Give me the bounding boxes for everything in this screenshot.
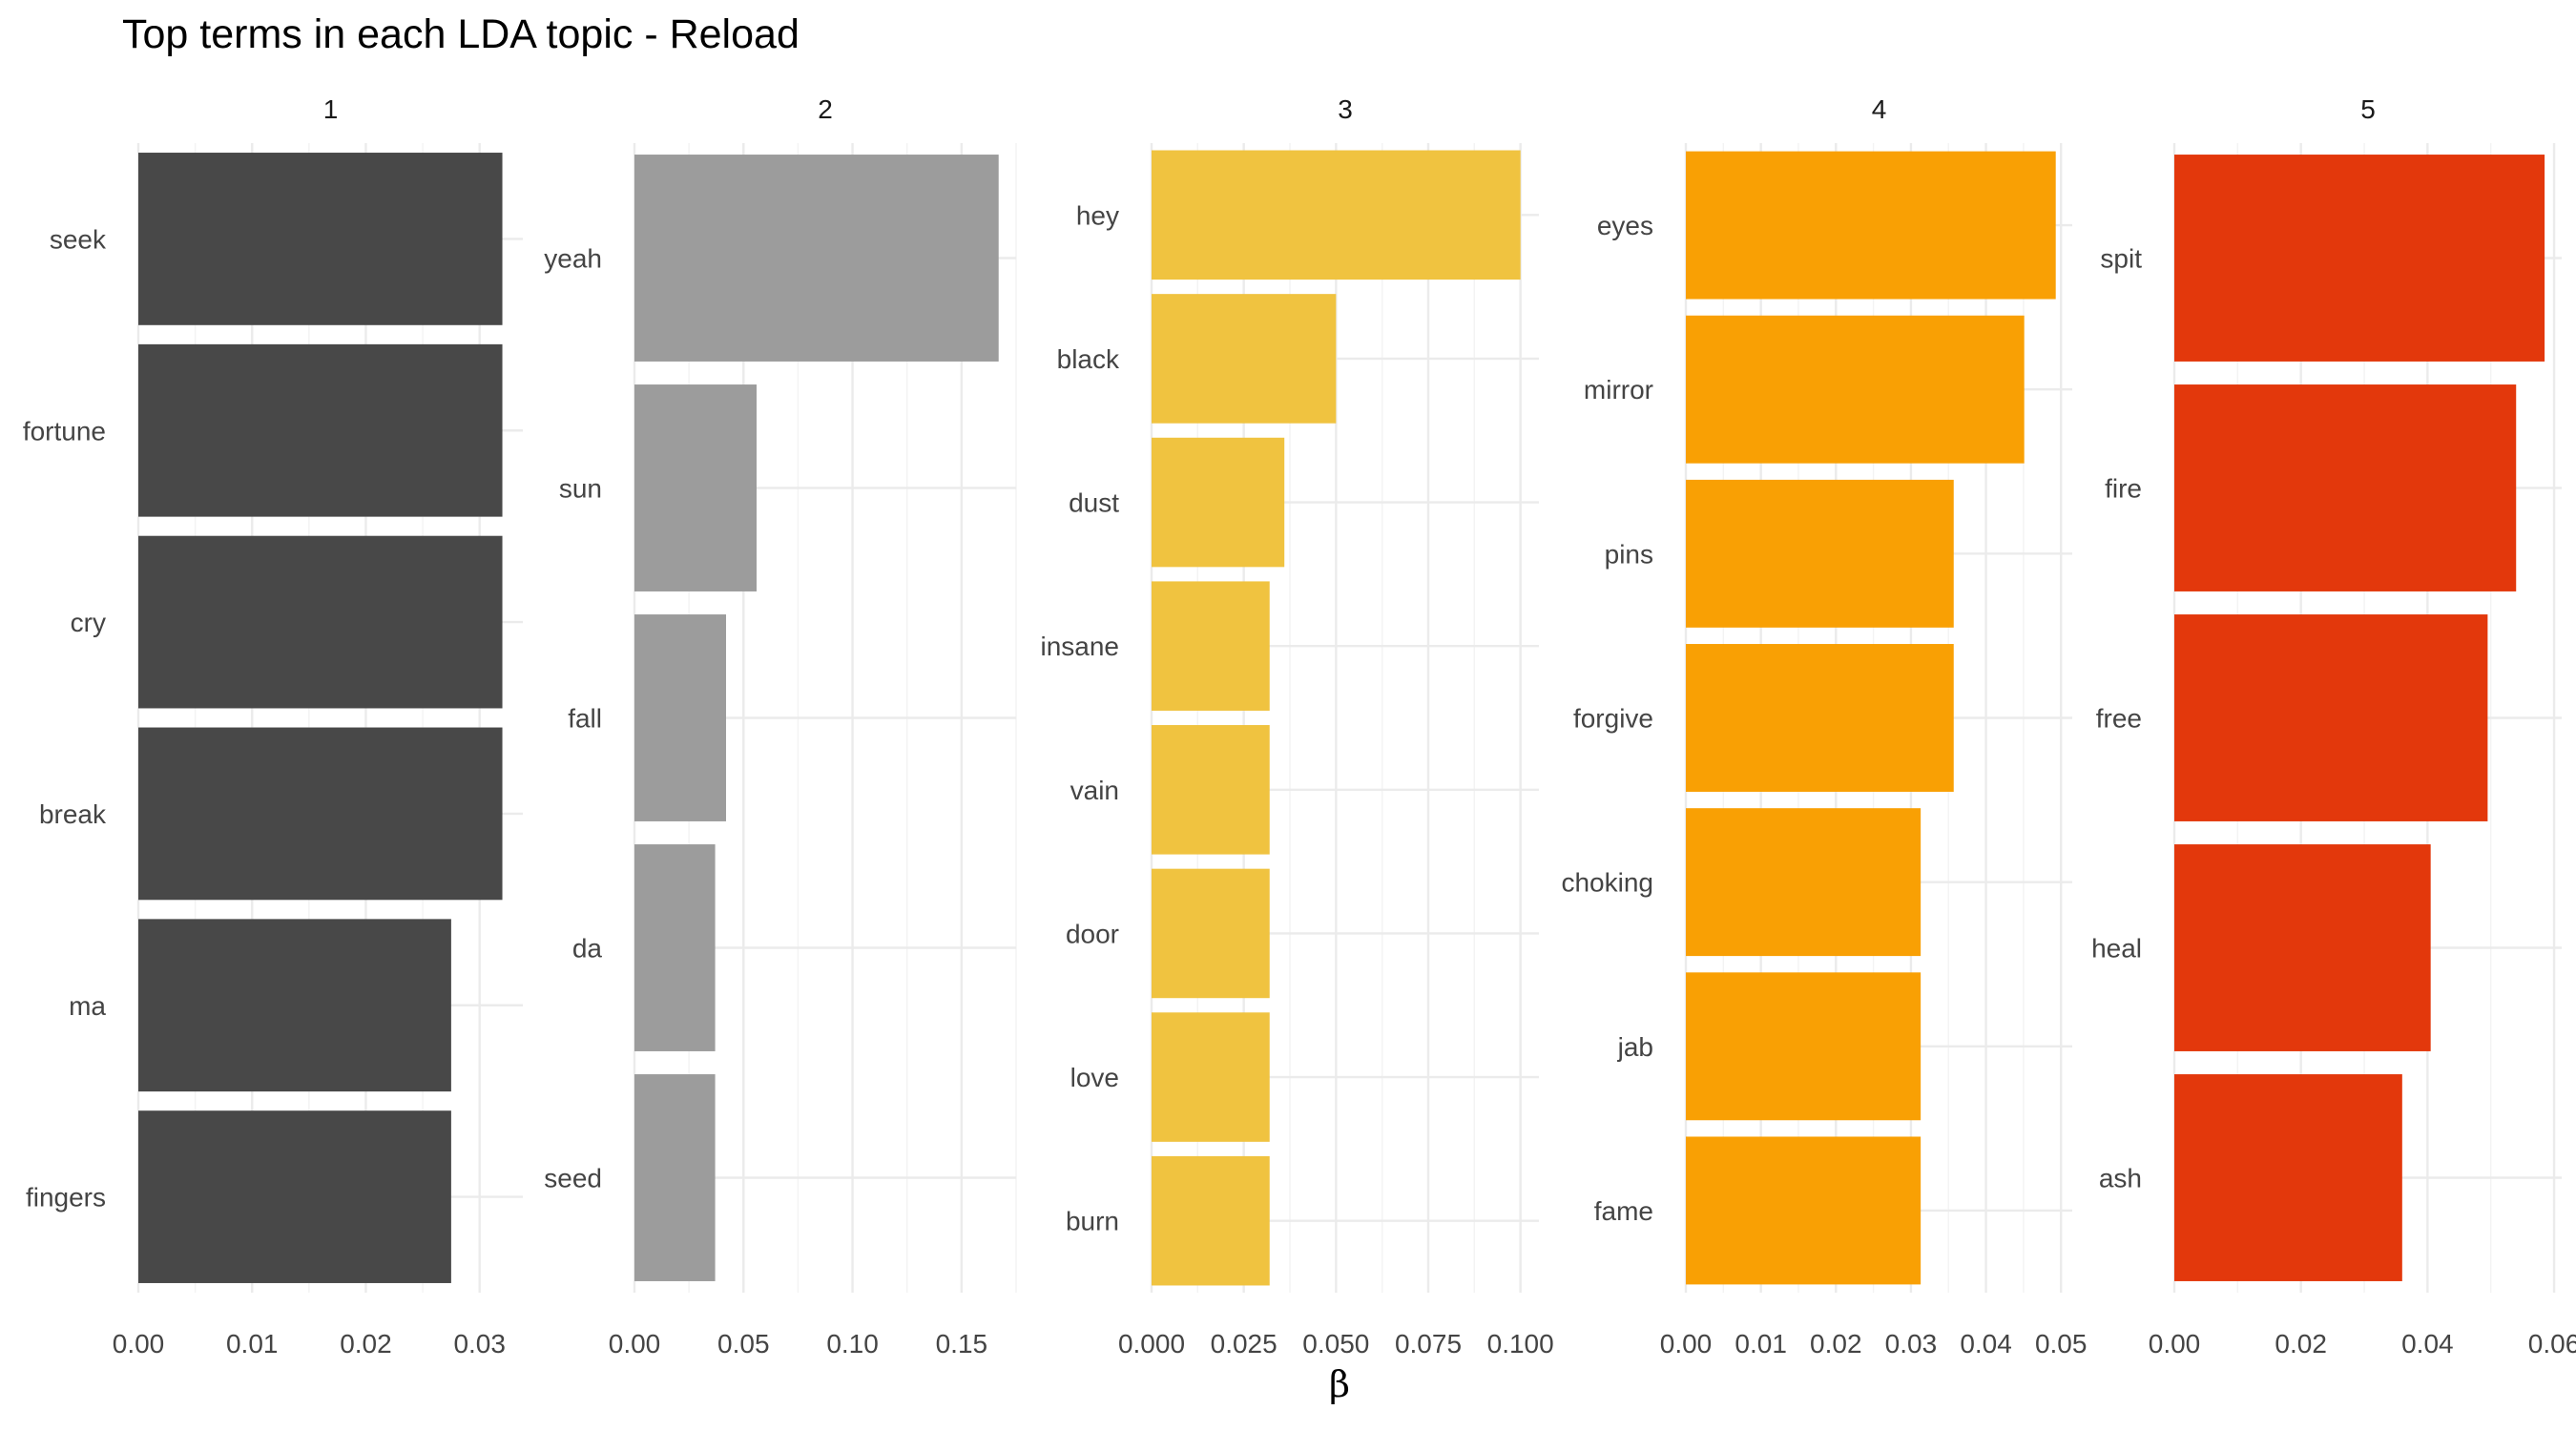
- bar-5-heal: [2174, 844, 2431, 1051]
- category-label: love: [1070, 1063, 1119, 1092]
- facet-panel-1: seek fortune cry break ma fingers 0.00 0.01 0.02…: [23, 94, 523, 1358]
- category-label: vain: [1070, 776, 1119, 805]
- category-label: free: [2096, 704, 2142, 734]
- x-tick-label: 0.025: [1211, 1329, 1278, 1358]
- category-label: ash: [2099, 1164, 2142, 1193]
- category-label: fall: [568, 704, 602, 734]
- bar-3-love: [1152, 1012, 1270, 1142]
- facet-panel-5: spit fire free heal ash 0.00 0.02 0.04 0.06 5: [2091, 94, 2576, 1358]
- category-label: mirror: [1584, 375, 1653, 404]
- bar-4-choking: [1686, 808, 1922, 957]
- x-tick-label: 0.02: [1810, 1329, 1862, 1358]
- bar-3-black: [1152, 294, 1337, 424]
- x-tick-label: 0.04: [1960, 1329, 2012, 1358]
- x-tick-label: 0.02: [2275, 1329, 2327, 1358]
- bar-5-fire: [2174, 384, 2517, 591]
- bar-4-eyes: [1686, 151, 2056, 300]
- facet-panel-2: yeah sun fall da seed 0.00 0.05 0.10 0.15 2: [544, 94, 1017, 1358]
- category-label: black: [1057, 344, 1120, 374]
- facet-strip-label: 4: [1872, 94, 1887, 124]
- category-label: fire: [2105, 474, 2142, 504]
- category-label: spit: [2100, 244, 2142, 274]
- x-tick-label: 0.100: [1487, 1329, 1554, 1358]
- x-tick-label: 0.01: [1735, 1329, 1787, 1358]
- bar-4-pins: [1686, 479, 1954, 628]
- x-tick-label: 0.03: [453, 1329, 506, 1358]
- category-label: pins: [1605, 539, 1653, 569]
- x-tick-label: 0.00: [2149, 1329, 2201, 1358]
- category-label: dust: [1069, 488, 1119, 518]
- category-label: cry: [71, 608, 106, 637]
- facet-strip-label: 1: [323, 94, 339, 124]
- bar-5-spit: [2174, 155, 2545, 362]
- bar-1-fingers: [138, 1110, 451, 1283]
- category-label: da: [572, 934, 603, 964]
- bar-1-break: [138, 727, 503, 901]
- bar-3-hey: [1152, 150, 1521, 280]
- bar-4-mirror: [1686, 315, 2025, 464]
- x-tick-label: 0.000: [1118, 1329, 1185, 1358]
- bar-5-ash: [2174, 1074, 2402, 1281]
- category-label: hey: [1076, 200, 1119, 230]
- x-tick-label: 0.06: [2528, 1329, 2576, 1358]
- category-label: door: [1066, 919, 1119, 948]
- x-tick-label: 0.00: [1660, 1329, 1713, 1358]
- category-label: seek: [50, 224, 107, 254]
- x-tick-label: 0.10: [826, 1329, 879, 1358]
- x-tick-label: 0.03: [1885, 1329, 1938, 1358]
- x-tick-label: 0.15: [936, 1329, 988, 1358]
- bar-4-fame: [1686, 1136, 1922, 1285]
- bar-2-yeah: [634, 155, 999, 362]
- facet-strip-label: 5: [2360, 94, 2376, 124]
- x-tick-label: 0.050: [1302, 1329, 1369, 1358]
- category-label: sun: [559, 474, 602, 504]
- x-tick-label: 0.05: [2035, 1329, 2088, 1358]
- category-label: choking: [1561, 868, 1653, 898]
- facet-strip-label: 2: [818, 94, 833, 124]
- x-axis-title: β: [1329, 1363, 1350, 1405]
- x-tick-label: 0.01: [226, 1329, 279, 1358]
- category-label: eyes: [1597, 211, 1653, 240]
- bar-2-seed: [634, 1074, 716, 1281]
- category-label: yeah: [544, 244, 602, 274]
- category-label: fortune: [23, 416, 106, 446]
- x-tick-label: 0.00: [609, 1329, 661, 1358]
- facet-strip-label: 3: [1338, 94, 1353, 124]
- category-label: jab: [1617, 1032, 1653, 1062]
- facet-panel-3: hey black dust insane vain door love burn 0.000 0…: [1040, 94, 1553, 1358]
- category-label: seed: [544, 1164, 602, 1193]
- bar-3-burn: [1152, 1155, 1270, 1286]
- bar-4-forgive: [1686, 644, 1954, 792]
- bar-5-free: [2174, 614, 2488, 821]
- bar-2-sun: [634, 384, 757, 591]
- facet-panel-4: eyes mirror pins forgive choking jab fame 0.00 0…: [1561, 94, 2087, 1358]
- x-tick-label: 0.05: [717, 1329, 770, 1358]
- chart-title: Top terms in each LDA topic - Reload: [122, 11, 800, 57]
- bar-3-vain: [1152, 725, 1270, 855]
- bar-1-ma: [138, 919, 451, 1092]
- x-tick-label: 0.04: [2401, 1329, 2454, 1358]
- x-tick-label: 0.02: [340, 1329, 392, 1358]
- x-tick-label: 0.00: [113, 1329, 165, 1358]
- bar-1-cry: [138, 535, 503, 709]
- category-label: forgive: [1573, 704, 1653, 734]
- bar-3-door: [1152, 868, 1270, 999]
- bar-3-dust: [1152, 437, 1285, 568]
- x-tick-label: 0.075: [1395, 1329, 1462, 1358]
- category-label: fingers: [26, 1183, 106, 1213]
- category-label: ma: [69, 991, 106, 1021]
- facets: seek fortune cry break ma fingers 0.00 0.01 0.02…: [23, 94, 2576, 1358]
- bar-4-jab: [1686, 972, 1922, 1121]
- category-label: burn: [1066, 1207, 1119, 1236]
- bar-2-fall: [634, 614, 726, 821]
- category-label: fame: [1594, 1196, 1653, 1226]
- category-label: insane: [1040, 632, 1119, 661]
- bar-3-insane: [1152, 581, 1270, 711]
- category-label: break: [39, 799, 107, 829]
- category-label: heal: [2091, 934, 2142, 964]
- bar-2-da: [634, 844, 716, 1051]
- bar-1-fortune: [138, 343, 503, 517]
- bar-1-seek: [138, 153, 503, 325]
